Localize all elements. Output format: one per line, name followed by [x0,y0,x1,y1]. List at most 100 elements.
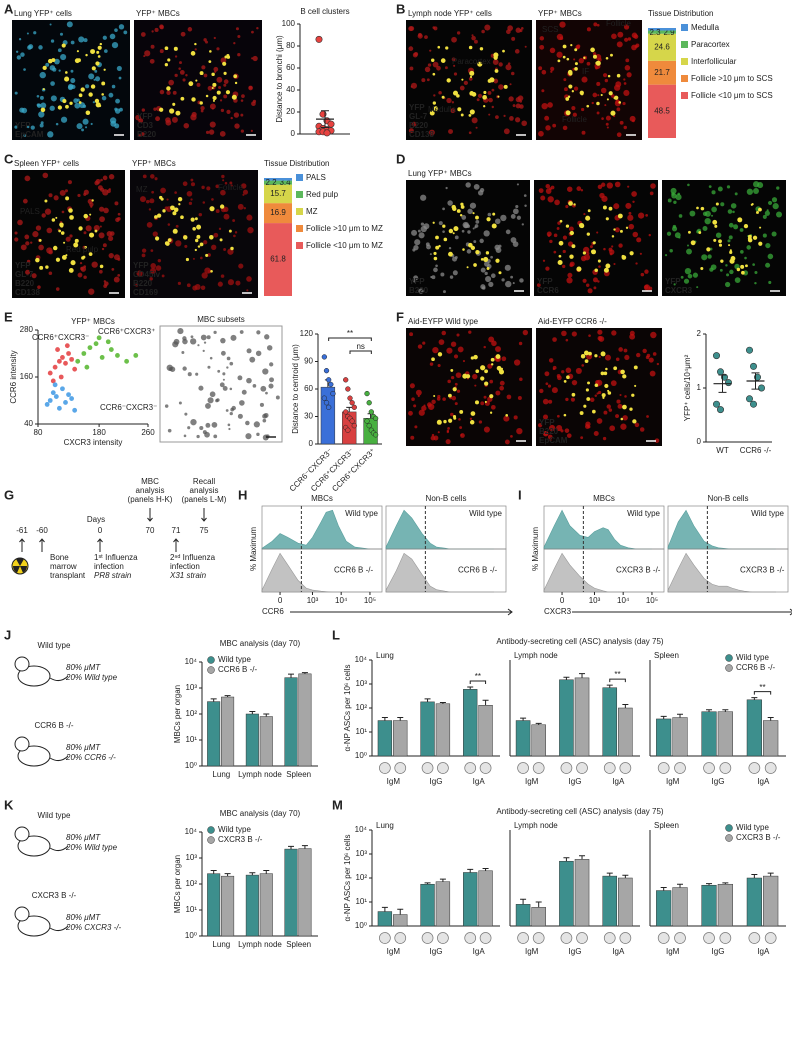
tissue-signal [108,235,114,242]
yfp-cell [580,354,586,359]
tissue-signal [498,84,504,90]
yfp-cell [85,53,88,57]
event-label: Bone [50,553,69,562]
tissue-signal [20,244,27,251]
tissue-signal [111,268,115,271]
bar [298,848,312,937]
tissue-signal [598,390,602,395]
tissue-signal [190,114,197,121]
yfp-cell [209,206,215,212]
tissue-signal [228,427,231,431]
tissue-signal [538,66,543,71]
tissue-signal [420,222,425,226]
tissue-signal [226,109,231,114]
tissue-signal [598,355,601,359]
tissue-signal [168,367,173,371]
density-area [261,509,370,550]
yfp-cell [605,56,609,60]
tissue-signal [215,184,220,189]
tissue-signal [506,394,512,400]
tissue-signal [627,37,632,41]
tissue-signal [218,86,222,89]
data-point [343,409,349,415]
tissue-signal [471,34,474,37]
tissue-signal [199,425,204,431]
tissue-signal [666,231,672,236]
tissue-signal [488,97,493,103]
tissue-signal [765,242,771,249]
tissue-signal [557,221,561,225]
tissue-signal [571,331,577,337]
tissue-signal [30,241,33,244]
legend-label: Follicle <10 μm to MZ [306,241,383,250]
yfp-cell [620,369,625,375]
tissue-signal [153,107,157,111]
yfp-cell [96,50,100,54]
yfp-cell [205,94,209,98]
tissue-signal [211,244,217,250]
series-label: CCR6 B -/- [334,566,373,575]
tissue-signal [489,379,494,384]
legend-label: PALS [306,173,326,182]
tissue-signal [539,388,544,394]
yfp-cell [164,63,168,67]
tissue-signal [696,286,699,289]
tissue-signal [623,348,628,353]
yfp-cell [453,226,459,232]
tissue-signal [522,329,529,336]
yfp-cell [595,61,599,65]
tissue-signal [451,36,457,43]
tissue-signal [687,273,693,279]
image-label: Follicle [606,19,631,28]
yfp-cell [473,263,477,267]
tissue-signal [102,35,107,40]
yfp-cell [579,411,584,415]
data-point [326,404,332,410]
yfp-cell [565,97,570,101]
tissue-signal [31,273,37,279]
x-tick-label: Spleen [286,770,311,779]
tissue-signal [203,38,207,42]
data-point [47,398,53,403]
legend-marker [725,834,733,842]
yfp-cell [175,110,181,116]
tissue-signal [728,235,733,240]
tissue-signal [141,108,146,112]
bar-segment [648,60,676,85]
tissue-signal [41,213,46,218]
tissue-signal [149,198,155,204]
yfp-cell [452,232,455,235]
tissue-signal [15,50,19,53]
tissue-signal [205,422,211,428]
tissue-signal [510,275,514,279]
tissue-signal [542,430,549,437]
x-tick-label: Lymph node [238,770,282,779]
data-point [749,362,757,370]
yfp-cell [603,267,609,273]
yfp-cell [583,350,589,356]
tissue-signal [675,193,682,201]
tissue-signal [409,332,414,337]
yfp-cell [700,206,705,211]
tissue-signal [17,219,23,226]
tissue-signal [521,120,528,127]
tissue-signal [205,40,208,44]
tissue-signal [498,62,503,67]
y-axis-label: α-NP ASCs per 10⁶ cells [343,835,352,922]
error-bar [751,873,758,878]
tissue-signal [103,207,109,214]
tissue-signal [673,200,677,204]
chart-title: MBCs [593,494,615,503]
tissue-signal [544,115,550,121]
tissue-signal [639,252,642,255]
tissue-signal [542,398,549,405]
yfp-cell [558,254,562,258]
yfp-cell [452,387,457,392]
yfp-cell [433,394,436,397]
tissue-signal [40,102,47,109]
tissue-signal [586,61,591,66]
series-label: CCR6⁺CXCR3⁺ [98,327,155,336]
data-point [44,402,50,407]
tissue-signal [101,95,107,101]
